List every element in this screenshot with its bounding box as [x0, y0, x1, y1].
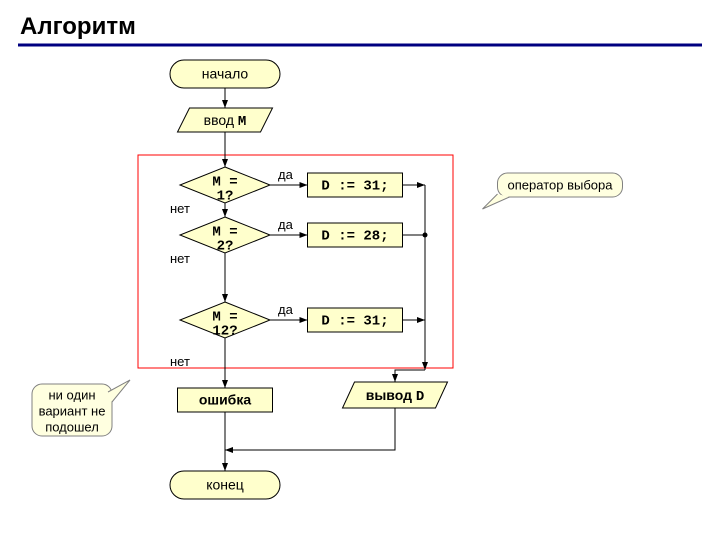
no-1: нет — [170, 201, 190, 216]
decision-3-l2: 12? — [212, 324, 237, 340]
yes-2: да — [278, 217, 294, 232]
callout-none-l1: ни один — [48, 387, 95, 402]
error-label: ошибка — [199, 392, 251, 408]
callout-none-tail — [108, 380, 130, 402]
yes-1: да — [278, 167, 294, 182]
decision-1-l2: 1? — [217, 189, 234, 205]
callout-none-l3: подошел — [45, 419, 99, 434]
no-2: нет — [170, 251, 190, 266]
callout-operator-text: оператор выбора — [508, 177, 614, 192]
output-label: вывод D — [366, 387, 425, 405]
no-3: нет — [170, 354, 190, 369]
end-node-label: конец — [206, 477, 244, 493]
callout-operator-tail — [483, 194, 510, 209]
decision-2-l2: 2? — [217, 239, 234, 255]
page-title: Алгоритм — [20, 13, 136, 40]
process-3-label: D := 31; — [321, 314, 388, 330]
start-node-label: начало — [202, 66, 249, 82]
process-1-label: D := 31; — [321, 179, 388, 195]
process-2-label: D := 28; — [321, 229, 388, 245]
a-merge-out — [395, 370, 425, 382]
callout-none-l2: вариант не — [39, 403, 106, 418]
input-label: ввод M — [204, 112, 247, 130]
a-out-end — [225, 408, 395, 450]
yes-3: да — [278, 302, 294, 317]
